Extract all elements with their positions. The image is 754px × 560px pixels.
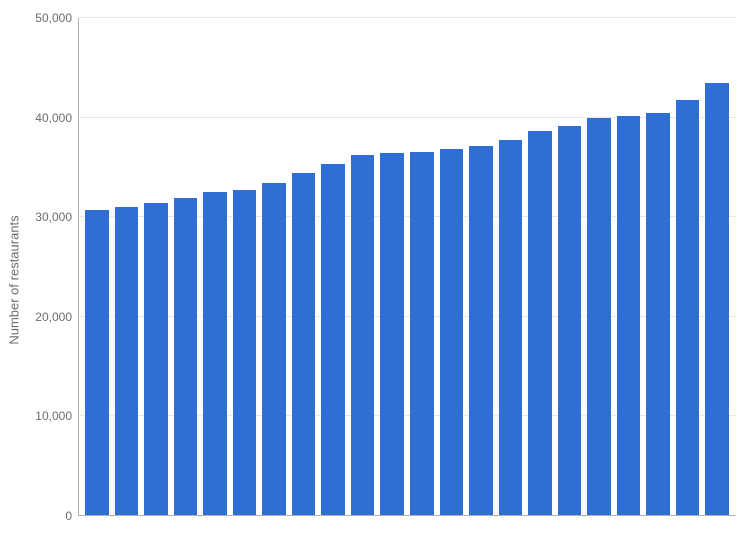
bar bbox=[292, 173, 316, 516]
bar bbox=[469, 146, 493, 517]
bar bbox=[499, 140, 523, 516]
bar bbox=[410, 152, 434, 516]
x-axis-line bbox=[78, 515, 736, 516]
y-tick-label-4: 40,000 bbox=[12, 111, 72, 125]
bar bbox=[617, 116, 641, 516]
bar bbox=[262, 183, 286, 516]
bar bbox=[174, 198, 198, 516]
y-tick-label-0: 0 bbox=[12, 509, 72, 523]
chart-container: Number of restaurants 0 10,000 20,000 30… bbox=[0, 0, 754, 560]
bar bbox=[558, 126, 582, 516]
bar bbox=[528, 131, 552, 516]
bar bbox=[440, 149, 464, 516]
bar bbox=[646, 113, 670, 516]
bar bbox=[676, 100, 700, 516]
bar bbox=[144, 203, 168, 516]
y-tick-label-1: 10,000 bbox=[12, 409, 72, 423]
bar bbox=[587, 118, 611, 516]
bar bbox=[380, 153, 404, 516]
y-tick-label-5: 50,000 bbox=[12, 11, 72, 25]
y-axis-line bbox=[78, 18, 79, 516]
bar bbox=[233, 190, 257, 516]
bars-group bbox=[78, 18, 736, 516]
bar bbox=[705, 83, 729, 516]
y-tick-label-3: 30,000 bbox=[12, 210, 72, 224]
bar bbox=[203, 192, 227, 516]
bar bbox=[115, 207, 139, 516]
y-axis-title: Number of restaurants bbox=[7, 215, 22, 344]
plot-area bbox=[78, 18, 736, 516]
y-tick-label-2: 20,000 bbox=[12, 310, 72, 324]
bar bbox=[321, 164, 345, 516]
bar bbox=[351, 155, 375, 516]
bar bbox=[85, 210, 109, 516]
